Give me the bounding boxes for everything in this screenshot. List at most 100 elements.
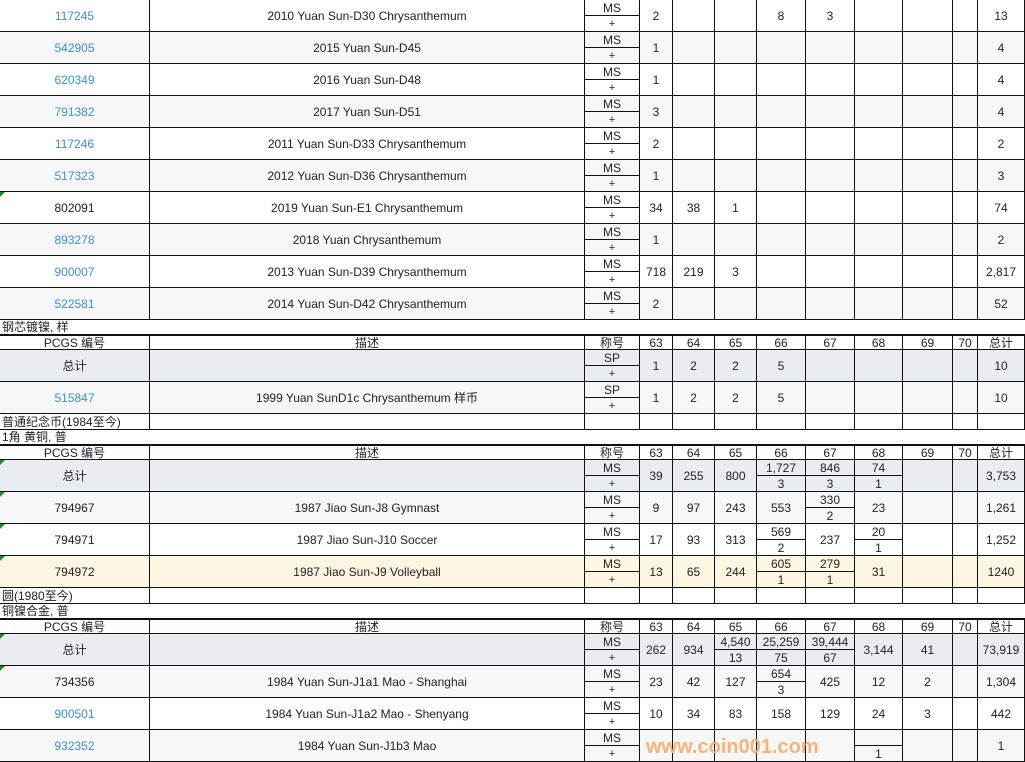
pcgs-id-link[interactable]: 900007 — [0, 256, 150, 287]
grade-cell-69 — [903, 524, 953, 555]
pcgs-id-link[interactable]: 791382 — [0, 96, 150, 127]
grade-count: 74 — [855, 460, 902, 476]
grade-cell-64: 219 — [673, 256, 715, 287]
grade-cell-68 — [855, 160, 903, 191]
grade-cell-64: 255 — [673, 460, 715, 491]
grade-count: 605 — [757, 556, 805, 572]
pcgs-id-link[interactable]: 522581 — [0, 288, 150, 319]
designation: MS + — [585, 460, 640, 491]
header-grade-70: 70 — [953, 336, 978, 349]
row-total: 13 — [978, 0, 1025, 31]
designation-grade: MS — [585, 698, 639, 714]
pcgs-id-link[interactable]: 515847 — [0, 382, 150, 413]
grade-cell-63: 2 — [640, 128, 673, 159]
grade-cell-66: 158 — [757, 698, 806, 729]
grade-cell-66 — [757, 288, 806, 319]
header-designation: 称号 — [585, 336, 640, 349]
table-row: 517323 2012 Yuan Sun-D36 Chrysanthemum MS +… — [0, 160, 1025, 192]
grade-cell-65: 243 — [715, 492, 757, 523]
header-grade-68: 68 — [855, 620, 903, 633]
header-grade-66: 66 — [757, 336, 806, 349]
pcgs-id-link[interactable]: 900501 — [0, 698, 150, 729]
grade-cell-70 — [953, 730, 978, 761]
row-total: 1240 — [978, 556, 1025, 587]
grade-cell-64: 42 — [673, 666, 715, 697]
header-pcgs-id: PCGS 编号 — [0, 336, 150, 349]
grade-cell-63: 1 — [640, 350, 673, 381]
comment-marker-icon — [0, 460, 5, 465]
header-grade-69: 69 — [903, 446, 953, 459]
grade-cell-70 — [953, 192, 978, 223]
grade-cell-70 — [953, 492, 978, 523]
empty-cell — [903, 588, 953, 603]
designation: SP + — [585, 350, 640, 381]
grade-plus-count: 3 — [826, 476, 834, 491]
header-grade-64: 64 — [673, 446, 715, 459]
grade-cell-69 — [903, 288, 953, 319]
description: 2011 Yuan Sun-D33 Chrysanthemum — [150, 128, 585, 159]
description: 1987 Jiao Sun-J10 Soccer — [150, 524, 585, 555]
grade-cell-63: 9 — [640, 492, 673, 523]
grade-cell-66 — [757, 32, 806, 63]
pcgs-id-link[interactable]: 517323 — [0, 160, 150, 191]
designation: SP + — [585, 382, 640, 413]
grade-cell-67 — [806, 288, 855, 319]
grade-cell-70 — [953, 160, 978, 191]
pcgs-id-link[interactable]: 932352 — [0, 730, 150, 761]
pcgs-id: 总计 — [0, 350, 150, 381]
table-header: PCGS 编号 描述 称号 63 64 65 66 67 68 69 70 总计 — [0, 619, 1025, 634]
pcgs-id-link[interactable]: 117245 — [0, 0, 150, 31]
empty-cell — [903, 414, 953, 429]
header-grade-63: 63 — [640, 336, 673, 349]
grade-cell-68: 74 1 — [855, 460, 903, 491]
header-grade-65: 65 — [715, 446, 757, 459]
grade-cell-69 — [903, 730, 953, 761]
grade-cell-65 — [715, 32, 757, 63]
grade-cell-67 — [806, 350, 855, 381]
grade-cell-68 — [855, 32, 903, 63]
total-row: 总计 MS +262 934 4,540 13 25,259 75 39,444 67 3,144 4… — [0, 634, 1025, 666]
header-grade-65: 65 — [715, 336, 757, 349]
section-row: 圆(1980至今) — [0, 588, 1025, 604]
pcgs-id-link[interactable]: 117246 — [0, 128, 150, 159]
grade-cell-64: 38 — [673, 192, 715, 223]
designation-grade: MS — [585, 666, 639, 682]
designation-plus: + — [608, 477, 616, 490]
pcgs-id: 总计 — [0, 634, 150, 665]
designation-grade: MS — [585, 256, 639, 272]
grade-cell-65: 2 — [715, 350, 757, 381]
designation: MS + — [585, 634, 640, 665]
pcgs-id: 794967 — [0, 492, 150, 523]
grade-cell-67: 425 — [806, 666, 855, 697]
designation-plus: + — [608, 367, 616, 380]
grade-cell-68: 1 — [855, 730, 903, 761]
total-row: 总计 SP +1 2 2 5 10 — [0, 350, 1025, 382]
designation-plus: + — [608, 177, 616, 190]
row-total: 4 — [978, 64, 1025, 95]
designation-grade: MS — [585, 0, 639, 16]
designation-grade: MS — [585, 730, 639, 746]
table-row: 117245 2010 Yuan Sun-D30 Chrysanthemum MS +… — [0, 0, 1025, 32]
pcgs-id-link[interactable]: 893278 — [0, 224, 150, 255]
grade-cell-65 — [715, 730, 757, 761]
grade-cell-67 — [806, 96, 855, 127]
header-grade-68: 68 — [855, 446, 903, 459]
grade-cell-64 — [673, 0, 715, 31]
grade-cell-68: 3,144 — [855, 634, 903, 665]
grade-cell-65 — [715, 0, 757, 31]
comment-marker-icon — [0, 634, 5, 639]
grade-cell-69 — [903, 224, 953, 255]
grade-cell-68 — [855, 64, 903, 95]
header-pcgs-id: PCGS 编号 — [0, 446, 150, 459]
designation: MS + — [585, 96, 640, 127]
description: 2015 Yuan Sun-D45 — [150, 32, 585, 63]
pcgs-id-link[interactable]: 620349 — [0, 64, 150, 95]
grade-cell-69 — [903, 256, 953, 287]
pcgs-id-link[interactable]: 542905 — [0, 32, 150, 63]
grade-cell-67 — [806, 730, 855, 761]
empty-cell — [585, 588, 640, 603]
grade-plus-count: 1 — [777, 572, 785, 587]
empty-cell — [150, 588, 585, 603]
description: 2013 Yuan Sun-D39 Chrysanthemum — [150, 256, 585, 287]
grade-cell-64 — [673, 288, 715, 319]
